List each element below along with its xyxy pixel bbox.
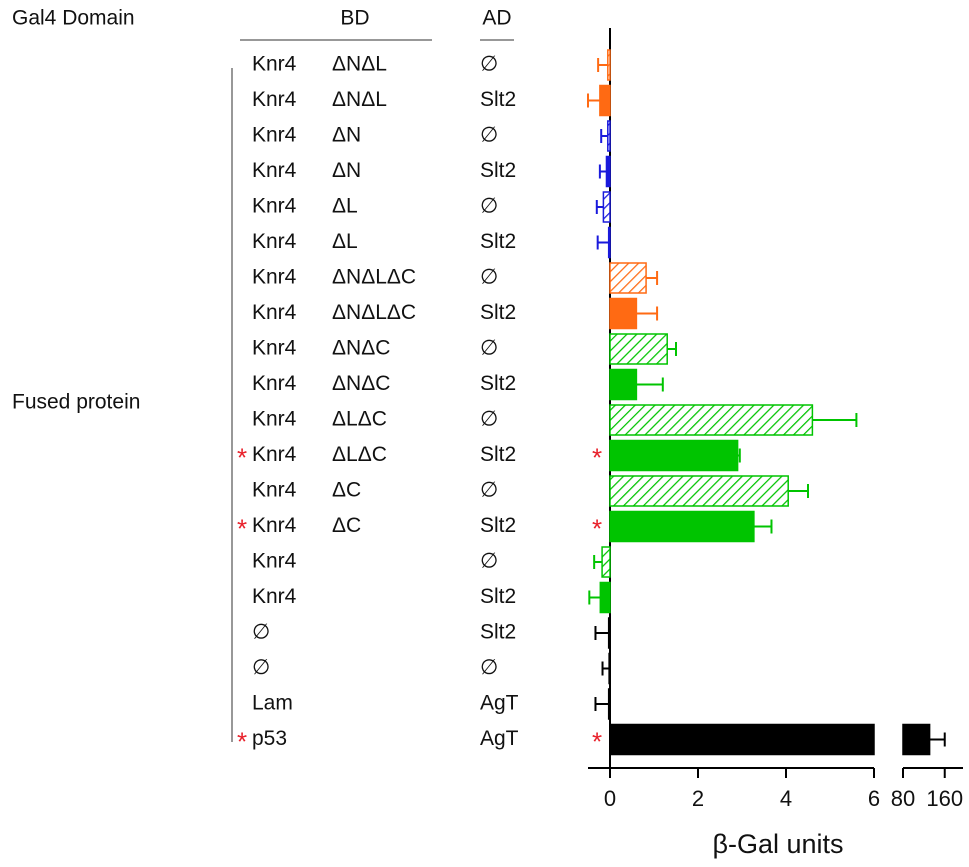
bd-header: BD: [340, 7, 369, 30]
ad-label: Slt2: [480, 159, 516, 182]
bd-label: Lam: [252, 692, 293, 715]
x-tick-label: 80: [891, 786, 915, 811]
domain-label: ΔNΔLΔC: [332, 266, 416, 289]
x-tick-label: 2: [692, 786, 704, 811]
ad-label: ∅: [480, 550, 498, 573]
bd-label: Knr4: [252, 159, 297, 182]
significance-marker: *: [592, 513, 602, 543]
bar: [607, 617, 611, 649]
bar: [609, 510, 755, 543]
ad-label: ∅: [480, 656, 498, 679]
bd-label: Knr4: [252, 301, 297, 324]
bar-continued: [902, 723, 931, 756]
ad-header: AD: [482, 7, 511, 30]
bd-label: ∅: [252, 621, 270, 644]
significance-marker: *: [592, 726, 602, 756]
bar: [607, 226, 611, 259]
ad-label: ∅: [480, 337, 498, 360]
bd-label: Knr4: [252, 337, 297, 360]
bd-label: Knr4: [252, 443, 297, 466]
bd-label: Knr4: [252, 372, 297, 395]
ad-label: AgT: [480, 727, 519, 750]
bd-label: Knr4: [252, 479, 297, 502]
bar: [609, 475, 789, 507]
bd-label: Knr4: [252, 53, 297, 76]
bar: [607, 49, 611, 81]
bar: [609, 439, 739, 472]
bar: [602, 191, 611, 223]
ad-label: Slt2: [480, 301, 516, 324]
bar: [609, 262, 647, 294]
bd-label: Knr4: [252, 585, 297, 608]
significance-marker: *: [237, 442, 247, 472]
bar: [599, 84, 611, 117]
ad-label: ∅: [480, 195, 498, 218]
domain-label: ΔNΔL: [332, 53, 387, 76]
domain-label: ΔC: [332, 479, 361, 502]
domain-label: ΔL: [332, 230, 358, 253]
ad-label: Slt2: [480, 230, 516, 253]
domain-label: ΔNΔC: [332, 337, 390, 360]
bar: [609, 723, 875, 756]
bar: [607, 120, 611, 152]
header: Gal4 Domain: [12, 7, 135, 30]
bar: [608, 652, 611, 685]
bar: [599, 581, 611, 614]
domain-label: ΔLΔC: [332, 443, 387, 466]
ad-label: ∅: [480, 53, 498, 76]
domain-label: ΔLΔC: [332, 408, 387, 431]
bd-label: Knr4: [252, 230, 297, 253]
ad-label: Slt2: [480, 88, 516, 111]
bd-label: Knr4: [252, 550, 297, 573]
ad-label: ∅: [480, 124, 498, 147]
x-tick-label: 4: [780, 786, 792, 811]
bd-label: Knr4: [252, 408, 297, 431]
ad-label: Slt2: [480, 443, 516, 466]
bar: [609, 333, 668, 365]
ad-label: Slt2: [480, 585, 516, 608]
bd-label: Knr4: [252, 195, 297, 218]
bd-label: Knr4: [252, 88, 297, 111]
x-tick-label: 0: [604, 786, 616, 811]
domain-label: ΔNΔL: [332, 88, 387, 111]
domain-label: ΔNΔC: [332, 372, 390, 395]
domain-label: ΔN: [332, 124, 361, 147]
bar: [607, 688, 611, 720]
domain-label: ΔNΔLΔC: [332, 301, 416, 324]
bd-label: p53: [252, 727, 287, 750]
domain-label: ΔC: [332, 514, 361, 537]
ad-label: Slt2: [480, 372, 516, 395]
ad-label: Slt2: [480, 621, 516, 644]
x-tick-label: 6: [868, 786, 880, 811]
bd-label: Knr4: [252, 124, 297, 147]
ad-label: ∅: [480, 479, 498, 502]
significance-marker: *: [237, 513, 247, 543]
significance-marker: *: [237, 726, 247, 756]
bar: [609, 297, 638, 330]
bd-label: Knr4: [252, 266, 297, 289]
group-label: Fused protein: [12, 391, 140, 414]
significance-marker: *: [592, 442, 602, 472]
bar: [605, 155, 611, 188]
bar: [601, 546, 611, 578]
ad-label: ∅: [480, 408, 498, 431]
bd-label: Knr4: [252, 514, 297, 537]
ad-label: Slt2: [480, 514, 516, 537]
x-axis-label: β-Gal units: [712, 829, 843, 859]
x-tick-label: 160: [926, 786, 963, 811]
domain-label: ΔL: [332, 195, 358, 218]
domain-label: ΔN: [332, 159, 361, 182]
bd-label: ∅: [252, 656, 270, 679]
ad-label: ∅: [480, 266, 498, 289]
bar: [609, 368, 638, 401]
ad-label: AgT: [480, 692, 519, 715]
bar: [609, 404, 814, 436]
